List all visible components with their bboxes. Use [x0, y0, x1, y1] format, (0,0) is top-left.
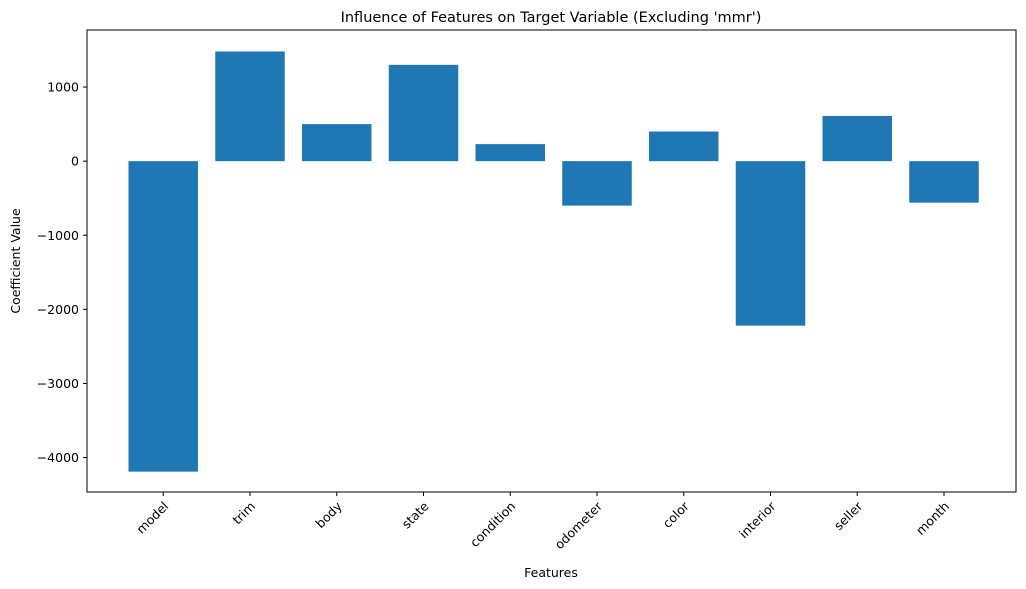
- x-tick-label: state: [399, 498, 432, 531]
- bar-trim: [215, 51, 285, 162]
- x-tick-label: month: [913, 499, 952, 538]
- bar-month: [909, 161, 979, 203]
- bar-condition: [475, 144, 545, 162]
- y-tick-label: 0: [71, 154, 79, 169]
- x-tick-label: interior: [736, 498, 779, 541]
- bar-model: [128, 161, 198, 472]
- bar-body: [302, 124, 372, 162]
- x-tick-label: body: [312, 498, 345, 531]
- bar-odometer: [562, 161, 632, 206]
- x-tick-label: model: [133, 499, 171, 537]
- x-tick-label: color: [659, 498, 692, 531]
- plot-frame: [86, 29, 1017, 493]
- x-axis-ticks: model trim body state condition odometer color…: [133, 492, 952, 552]
- x-axis-label: Features: [524, 565, 578, 580]
- y-tick-label: 1000: [47, 80, 79, 95]
- y-axis-ticks: −4000 −3000 −2000 −1000 0 1000: [37, 80, 87, 465]
- bar-interior: [735, 161, 806, 326]
- x-tick-label: odometer: [552, 498, 606, 552]
- x-tick-label: condition: [467, 499, 518, 550]
- y-tick-label: −1000: [37, 228, 79, 243]
- bars: [128, 51, 979, 472]
- bar-color: [649, 131, 719, 162]
- chart-title: Influence of Features on Target Variable…: [341, 10, 762, 26]
- bar-seller: [822, 115, 892, 162]
- y-tick-label: −4000: [37, 450, 79, 465]
- x-tick-label: seller: [831, 498, 866, 533]
- y-axis-label: Coefficient Value: [8, 208, 23, 314]
- x-tick-label: trim: [229, 499, 258, 528]
- y-tick-label: −2000: [37, 302, 79, 317]
- y-tick-label: −3000: [37, 376, 79, 391]
- bar-state: [388, 64, 459, 162]
